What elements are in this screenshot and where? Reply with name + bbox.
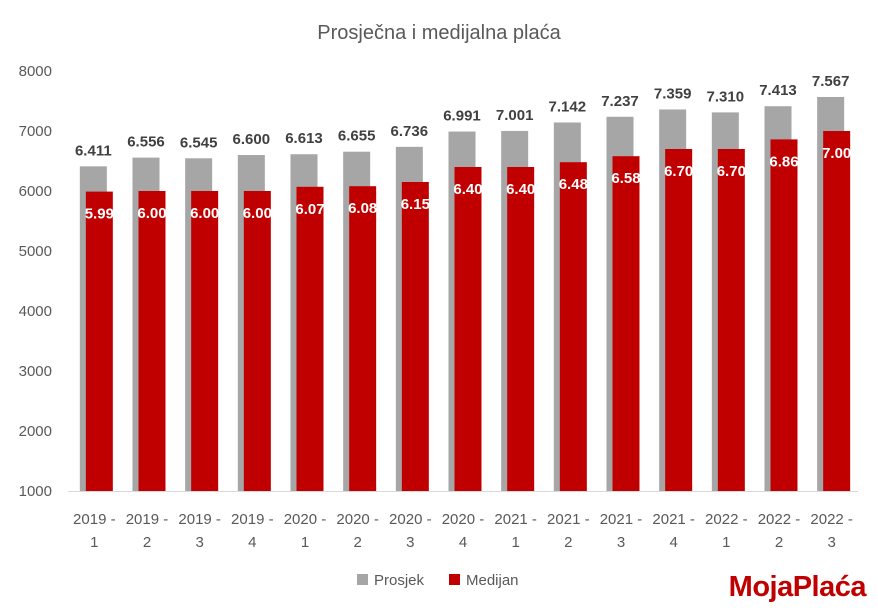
data-label-prosjek: 7.359 [654, 85, 692, 102]
data-label-medijan: 6.40 [506, 181, 535, 198]
data-label-medijan: 6.48 [559, 176, 588, 193]
data-label-medijan: 6.15 [401, 196, 430, 213]
legend-swatch-medijan [449, 574, 460, 585]
x-tick-label-quarter: 4 [459, 534, 467, 551]
y-tick-label: 7000 [19, 123, 52, 140]
data-label-medijan: 6.00 [137, 205, 166, 222]
data-label-medijan: 6.70 [664, 163, 693, 180]
x-tick-label-year: 2021 - [652, 511, 695, 528]
x-tick-label-year: 2019 - [231, 511, 274, 528]
bar-medijan [138, 191, 166, 491]
legend-label-prosjek: Prosjek [374, 572, 425, 589]
data-label-medijan: 6.58 [611, 170, 640, 187]
x-tick-label-quarter: 1 [722, 534, 730, 551]
data-label-prosjek: 7.413 [759, 82, 797, 99]
x-tick-label-year: 2022 - [758, 511, 801, 528]
x-tick-label-year: 2021 - [547, 511, 590, 528]
data-label-prosjek: 7.142 [549, 98, 587, 115]
bar-medijan [191, 191, 219, 491]
x-tick-label-quarter: 2 [353, 534, 361, 551]
data-label-prosjek: 6.556 [127, 134, 165, 151]
mojaplaca-logo: MojaPlaća [728, 571, 867, 603]
data-label-prosjek: 6.655 [338, 128, 376, 145]
data-label-prosjek: 6.411 [75, 142, 112, 159]
data-label-prosjek: 6.613 [285, 130, 323, 147]
y-tick-label: 2000 [19, 423, 52, 440]
legend-swatch-prosjek [357, 574, 368, 585]
x-tick-label-quarter: 2 [775, 534, 783, 551]
data-label-prosjek: 6.736 [391, 123, 429, 140]
x-tick-label-year: 2019 - [73, 511, 116, 528]
bar-medijan [559, 162, 587, 491]
data-label-medijan: 6.00 [190, 205, 219, 222]
x-tick-label-year: 2022 - [705, 511, 748, 528]
y-tick-label: 1000 [19, 483, 52, 500]
y-tick-label: 8000 [19, 63, 52, 80]
data-label-medijan: 6.70 [717, 163, 746, 180]
data-label-prosjek: 7.001 [496, 107, 534, 124]
bar-medijan [823, 131, 851, 491]
x-tick-label-year: 2020 - [389, 511, 432, 528]
x-tick-label-quarter: 3 [617, 534, 625, 551]
data-label-medijan: 6.07 [295, 201, 324, 218]
x-tick-label-year: 2021 - [494, 511, 537, 528]
bar-medijan [665, 149, 693, 491]
y-tick-label: 6000 [19, 183, 52, 200]
chart-title: Prosječna i medijalna plaća [317, 22, 561, 44]
data-label-prosjek: 6.600 [233, 131, 271, 148]
x-tick-label-year: 2020 - [284, 511, 327, 528]
data-label-prosjek: 6.545 [180, 134, 218, 151]
x-tick-label-quarter: 1 [90, 534, 98, 551]
data-label-medijan: 7.00 [822, 145, 851, 162]
x-tick-label-year: 2020 - [442, 511, 485, 528]
data-label-prosjek: 6.991 [443, 108, 481, 125]
y-tick-label: 3000 [19, 363, 52, 380]
x-tick-label-year: 2019 - [178, 511, 221, 528]
data-label-prosjek: 7.567 [812, 73, 850, 90]
x-tick-label-year: 2019 - [126, 511, 169, 528]
x-tick-label-quarter: 2 [143, 534, 151, 551]
bar-medijan [401, 182, 429, 491]
bar-medijan [85, 191, 113, 491]
x-tick-label-quarter: 3 [827, 534, 835, 551]
data-label-medijan: 6.00 [243, 205, 272, 222]
bar-medijan [243, 191, 271, 491]
legend-label-medijan: Medijan [466, 572, 519, 589]
data-label-prosjek: 7.310 [707, 88, 745, 105]
x-tick-label-quarter: 1 [511, 534, 519, 551]
y-tick-label: 5000 [19, 243, 52, 260]
bar-medijan [717, 149, 745, 491]
bar-medijan [349, 186, 377, 491]
data-label-medijan: 6.08 [348, 200, 377, 217]
x-tick-label-year: 2020 - [336, 511, 379, 528]
data-label-prosjek: 7.237 [601, 93, 639, 110]
bar-medijan [770, 139, 798, 491]
data-label-medijan: 6.40 [453, 181, 482, 198]
x-tick-label-quarter: 4 [669, 534, 677, 551]
x-tick-label-quarter: 1 [301, 534, 309, 551]
bar-medijan [507, 167, 535, 491]
bar-medijan [612, 156, 640, 491]
bar-medijan [296, 186, 324, 492]
x-tick-label-quarter: 3 [406, 534, 414, 551]
data-label-medijan: 6.86 [769, 153, 798, 170]
data-label-medijan: 5.99 [85, 206, 114, 223]
x-tick-label-year: 2022 - [810, 511, 853, 528]
bar-medijan [454, 167, 482, 491]
x-tick-label-quarter: 4 [248, 534, 256, 551]
y-tick-label: 4000 [19, 303, 52, 320]
x-tick-label-quarter: 3 [195, 534, 203, 551]
x-tick-label-quarter: 2 [564, 534, 572, 551]
x-tick-label-year: 2021 - [600, 511, 643, 528]
